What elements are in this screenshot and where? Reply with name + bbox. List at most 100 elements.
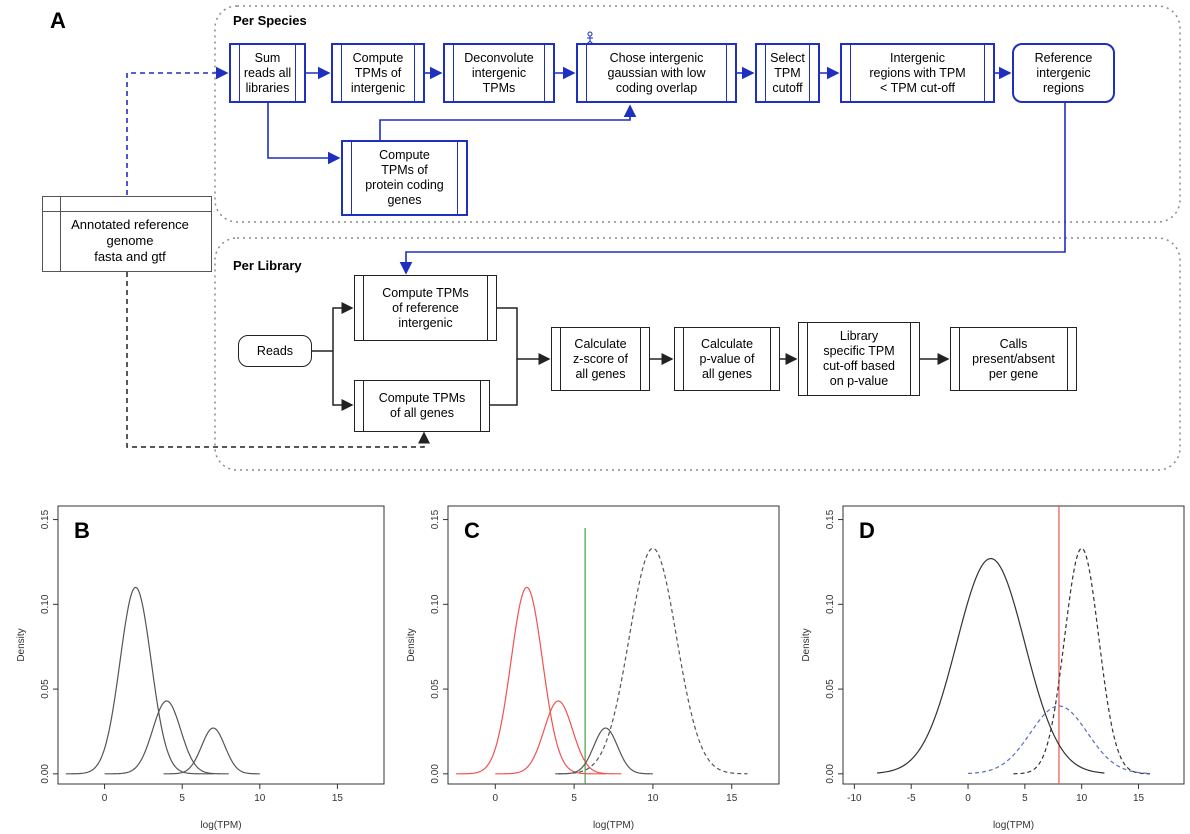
step-label-line: protein coding	[365, 178, 444, 192]
step-label-line: gaussian with low	[607, 65, 706, 80]
select-cutoff-box: Select TPM cutoff	[755, 43, 820, 103]
calls-box: Calls present/absent per gene	[950, 327, 1077, 391]
density-curve	[1013, 547, 1150, 775]
y-tick-label: 0.10	[430, 594, 441, 614]
chose-gaussian-box: Chose intergenic gaussian with low coding …	[576, 43, 737, 103]
step-label-line: TPM	[774, 65, 801, 80]
plot-frame	[842, 505, 1185, 785]
density-curve	[455, 586, 606, 775]
density-curve	[558, 547, 748, 775]
step-label-line: genes	[387, 193, 422, 207]
step-label-line: Sum	[254, 50, 281, 65]
density-curve	[555, 727, 653, 775]
intergenic-regions-box: Intergenic regions with TPM < TPM cut-off	[840, 43, 995, 103]
genome-line-2: genome	[106, 233, 154, 248]
step-label-line: Library	[839, 329, 879, 343]
y-tick-label: 0.10	[40, 594, 51, 614]
step-label-line: Intergenic	[890, 50, 945, 65]
step-label-line: intergenic	[398, 315, 453, 330]
x-tick-label: 0	[965, 793, 971, 804]
x-tick-label: 10	[254, 793, 266, 804]
zscore-box: Calculate z-score of all genes	[551, 327, 650, 391]
y-axis-label: Density	[801, 628, 812, 661]
step-label-line: Calculate	[700, 336, 754, 351]
compute-tpm-all-box: Compute TPMs of all genes	[354, 380, 490, 432]
x-axis-label: log(TPM)	[993, 820, 1034, 831]
x-axis-label: log(TPM)	[200, 820, 241, 831]
x-tick-label: 0	[493, 793, 499, 804]
plot-frame	[57, 505, 385, 785]
library-cutoff-box: Library specific TPM cut-off based on p-val…	[798, 322, 920, 396]
density-curve	[968, 705, 1150, 775]
per-library-section	[214, 237, 1181, 471]
deconvolute-box: Deconvolute intergenic TPMs	[443, 43, 555, 103]
y-tick-label: 0.15	[825, 509, 836, 529]
y-tick-label: 0.05	[825, 679, 836, 699]
workflow-connectors	[126, 5, 1181, 471]
step-label-line: Reference	[1034, 50, 1093, 65]
compute-tpm-reference-box: Compute TPMs of reference intergenic	[354, 275, 497, 341]
panel-letter: C	[464, 518, 480, 543]
x-tick-label: 10	[1076, 793, 1088, 804]
per-library-title: Per Library	[233, 258, 302, 273]
reads-box: Reads	[238, 335, 312, 367]
dashed-genome-to-all	[126, 272, 430, 448]
step-label-line: Deconvolute	[464, 50, 534, 65]
panel-letter: D	[859, 518, 875, 543]
x-tick-label: 10	[647, 793, 659, 804]
step-label-line: TPMs	[482, 80, 516, 95]
arrow-sum-to-coding	[267, 103, 341, 165]
density-plot-c: C 0 5 10 15 0.00 0.05 0.10 0.15 log(TPM) Density	[406, 505, 780, 831]
y-tick-label: 0.10	[825, 594, 836, 614]
panel-letter-a: A	[50, 8, 66, 33]
step-label-line: cutoff	[772, 80, 803, 95]
per-species-title: Per Species	[233, 13, 307, 28]
step-label-line: < TPM cut-off	[880, 80, 955, 95]
y-tick-label: 0.15	[40, 509, 51, 529]
y-axis-label: Density	[16, 628, 27, 661]
step-label-line: Compute TPMs	[378, 391, 466, 405]
arrow-reference-to-library	[399, 103, 1066, 275]
step-label-line: intergenic	[1036, 65, 1091, 80]
step-label-line: cut-off based	[822, 359, 896, 373]
y-tick-label: 0.00	[430, 764, 441, 784]
plot-frame	[447, 505, 780, 785]
step-label-line: TPMs of	[354, 65, 402, 80]
step-label-line: Reads	[256, 343, 294, 358]
arrow-all-to-zscore	[490, 359, 518, 406]
arrow-reads-to-reference	[332, 302, 354, 351]
x-tick-label: 5	[1022, 793, 1028, 804]
arrow-coding-to-chose	[379, 104, 637, 140]
arrow-reads-to-all	[332, 351, 354, 411]
panel-letter: B	[74, 518, 90, 543]
step-label-line: Compute TPMs	[382, 285, 469, 300]
step-label-line: all genes	[701, 366, 753, 381]
sum-reads-box: Sum reads all libraries	[229, 43, 306, 103]
density-curve	[104, 700, 229, 775]
arrow-reference-to-zscore	[497, 307, 551, 365]
step-label-line: z-score of	[573, 351, 628, 366]
x-tick-label: 15	[726, 793, 738, 804]
x-axis-label: log(TPM)	[593, 820, 634, 831]
compute-tpm-coding-box: Compute TPMs of protein coding genes	[341, 140, 468, 216]
step-label-line: per gene	[988, 366, 1039, 381]
genome-line-1: Annotated reference	[71, 217, 189, 232]
y-tick-label: 0.05	[430, 679, 441, 699]
step-label-line: specific TPM	[823, 344, 895, 358]
step-label-line: reads all	[243, 65, 292, 80]
reference-genome-box: Annotated reference genome fasta and gtf	[42, 196, 212, 272]
density-plot-d: D -10 -5 0 5 10 15 0.00 0.05 0.10 0.15 log(TPM) Dens…	[801, 505, 1185, 831]
x-tick-label: 5	[571, 793, 577, 804]
density-curve	[495, 700, 622, 775]
step-label-line: regions	[1043, 80, 1084, 95]
step-label-line: Compute	[379, 148, 430, 162]
step-label-line: of reference	[392, 300, 459, 315]
x-tick-label: 5	[179, 793, 185, 804]
step-label-line: of all genes	[390, 406, 454, 420]
x-tick-label: -5	[907, 793, 916, 804]
y-tick-label: 0.15	[430, 509, 441, 529]
density-curve	[65, 586, 214, 775]
step-label-line: p-value of	[699, 351, 755, 366]
pvalue-box: Calculate p-value of all genes	[674, 327, 780, 391]
